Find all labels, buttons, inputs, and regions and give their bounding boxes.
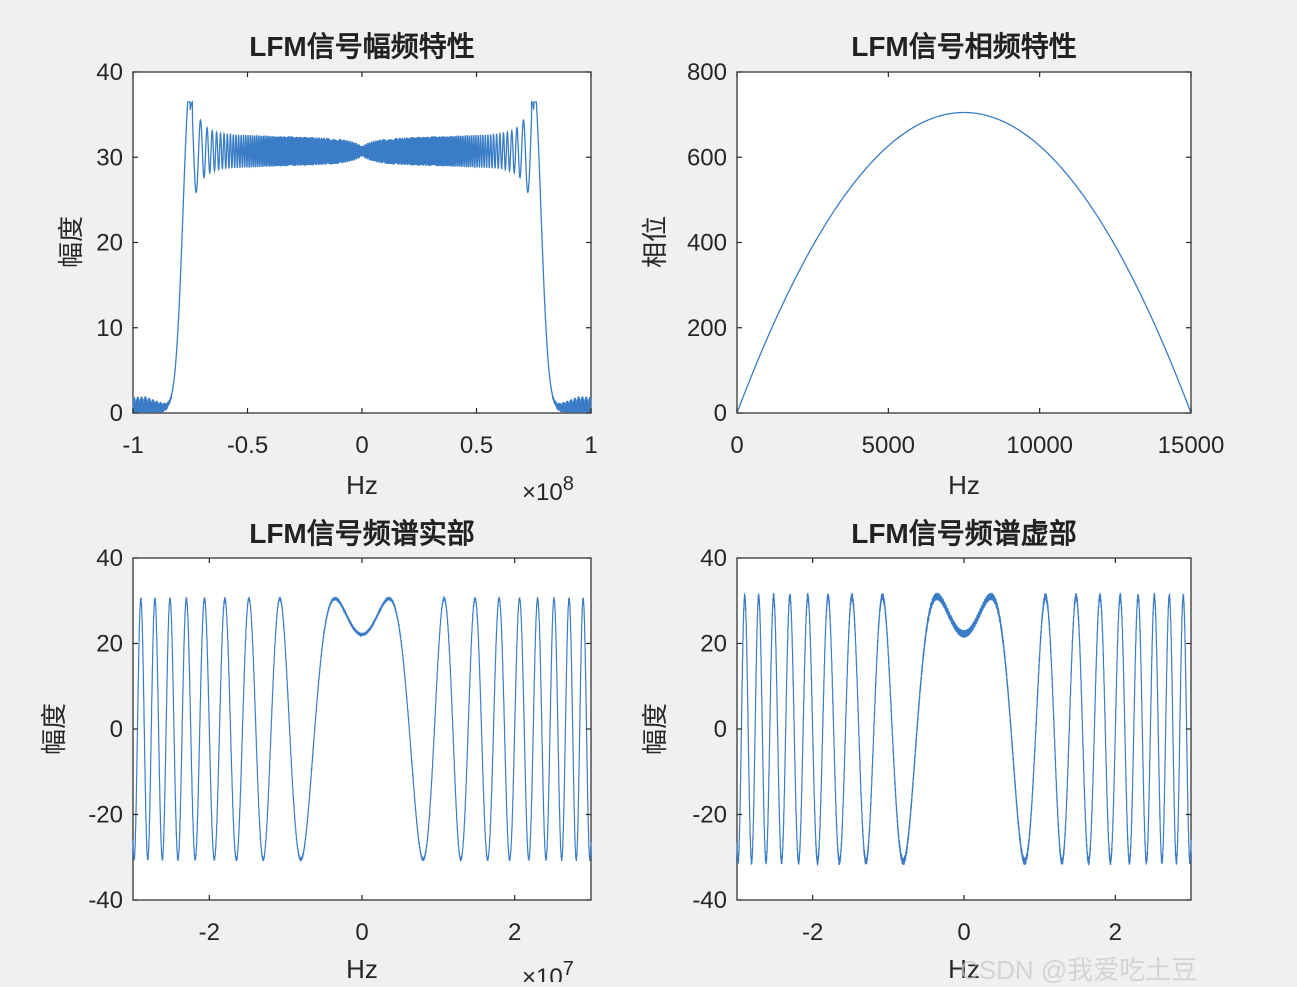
x-tick-label: 0 bbox=[957, 919, 970, 946]
y-tick-label: 20 bbox=[96, 631, 123, 658]
panel-phase: LFM信号相频特性 0 5000 10000 15000 0200400600800 … bbox=[640, 31, 1224, 500]
plot-area bbox=[736, 71, 1192, 414]
y-axis-label: 幅度 bbox=[39, 703, 69, 755]
y-tick-label: 40 bbox=[700, 545, 727, 572]
y-tick-label: -40 bbox=[88, 887, 123, 914]
x-ticks: -2 0 2 bbox=[802, 558, 1122, 946]
x-tick-label: 2 bbox=[508, 919, 521, 946]
x-ticks: -2 0 2 bbox=[199, 558, 521, 946]
y-tick-label: 0 bbox=[110, 400, 123, 427]
plot-area bbox=[132, 71, 592, 414]
chart-title: LFM信号频谱实部 bbox=[249, 517, 475, 549]
y-tick-label: 200 bbox=[687, 315, 727, 342]
y-tick-label: 0 bbox=[714, 716, 727, 743]
chart-title: LFM信号频谱虚部 bbox=[851, 517, 1077, 549]
x-tick-label: 2 bbox=[1109, 919, 1122, 946]
imag-part-line bbox=[736, 592, 1192, 866]
magnitude-line bbox=[132, 100, 592, 413]
x-tick-label: -1 bbox=[122, 432, 143, 459]
y-tick-label: 400 bbox=[687, 230, 727, 257]
x-tick-label: -0.5 bbox=[227, 432, 268, 459]
chart-title: LFM信号相频特性 bbox=[851, 31, 1077, 62]
x-tick-label: 10000 bbox=[1006, 432, 1073, 459]
y-ticks: -40 -20 0 20 40 bbox=[692, 545, 1191, 914]
data-line bbox=[132, 595, 592, 862]
chart-title: LFM信号幅频特性 bbox=[249, 31, 475, 62]
y-tick-label: -20 bbox=[88, 802, 123, 829]
y-tick-label: 600 bbox=[687, 144, 727, 171]
data-line bbox=[736, 111, 1192, 414]
x-axis-multiplier: ×108 bbox=[522, 473, 574, 506]
real-part-line bbox=[132, 595, 592, 862]
y-ticks: -40 -20 0 20 40 bbox=[88, 545, 591, 914]
x-tick-label: -2 bbox=[802, 919, 823, 946]
phase-line bbox=[736, 111, 1192, 414]
y-tick-label: -20 bbox=[692, 802, 727, 829]
x-axis-label: Hz bbox=[948, 954, 980, 982]
plot-area bbox=[132, 557, 592, 901]
x-ticks: -1 -0.5 0 0.5 1 bbox=[122, 72, 598, 459]
x-axis-multiplier: ×107 bbox=[522, 958, 574, 982]
data-line bbox=[132, 100, 592, 413]
watermark-text: CSDN @我爱吃土豆 bbox=[960, 955, 1198, 985]
y-axis-label: 相位 bbox=[640, 216, 670, 268]
x-ticks: 0 5000 10000 15000 bbox=[730, 72, 1224, 459]
y-ticks: 0 10 20 30 40 bbox=[96, 59, 591, 427]
y-tick-label: 40 bbox=[96, 59, 123, 86]
y-tick-label: 20 bbox=[700, 631, 727, 658]
x-tick-label: 5000 bbox=[862, 432, 915, 459]
y-tick-label: 10 bbox=[96, 315, 123, 342]
y-tick-label: -40 bbox=[692, 887, 727, 914]
y-tick-label: 0 bbox=[110, 716, 123, 743]
x-axis-label: Hz bbox=[346, 470, 378, 500]
y-tick-label: 30 bbox=[96, 144, 123, 171]
x-tick-label: 0.5 bbox=[460, 432, 493, 459]
x-axis-label: Hz bbox=[948, 470, 980, 500]
y-tick-label: 20 bbox=[96, 230, 123, 257]
y-tick-label: 40 bbox=[96, 545, 123, 572]
y-axis-label: 幅度 bbox=[640, 703, 670, 755]
x-axis-label: Hz bbox=[346, 954, 378, 982]
x-tick-label: 0 bbox=[730, 432, 743, 459]
y-tick-label: 800 bbox=[687, 59, 727, 86]
x-tick-label: 0 bbox=[355, 432, 368, 459]
data-line bbox=[736, 592, 1192, 866]
y-tick-label: 0 bbox=[714, 400, 727, 427]
x-tick-label: -2 bbox=[199, 919, 220, 946]
x-tick-label: 0 bbox=[355, 919, 368, 946]
panel-magnitude: LFM信号幅频特性 -1 -0.5 0 0.5 1 0 10 20 30 40 Hz 幅度 ×1… bbox=[56, 31, 598, 506]
x-tick-label: 1 bbox=[584, 432, 597, 459]
plot-area bbox=[736, 557, 1192, 901]
y-axis-label: 幅度 bbox=[56, 216, 86, 268]
x-tick-label: 15000 bbox=[1158, 432, 1225, 459]
y-ticks: 0 200 400 600 800 bbox=[687, 59, 1191, 427]
